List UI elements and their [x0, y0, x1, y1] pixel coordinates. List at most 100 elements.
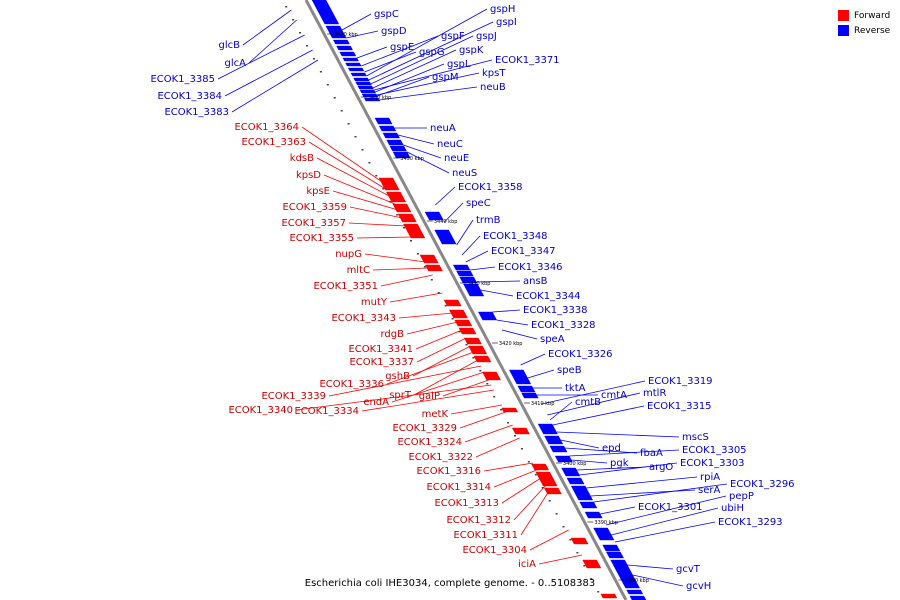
forward-gene-feature[interactable] — [403, 223, 423, 233]
reverse-gene-feature[interactable] — [459, 276, 478, 284]
reverse-gene-feature[interactable] — [350, 72, 367, 77]
reverse-gene-label[interactable]: epd — [602, 443, 621, 454]
forward-gene-label[interactable]: galP — [419, 391, 440, 402]
forward-gene-label[interactable]: endA — [363, 397, 389, 408]
reverse-gene-feature[interactable] — [593, 527, 615, 541]
reverse-gene-label[interactable]: neuS — [452, 168, 477, 179]
forward-gene-label[interactable]: ECOK1_3311 — [453, 530, 518, 541]
reverse-gene-feature[interactable] — [378, 125, 397, 132]
reverse-gene-label[interactable]: gcvH — [686, 581, 711, 592]
forward-gene-label[interactable]: mltC — [347, 265, 370, 276]
forward-gene-label[interactable]: ECOK1_3363 — [241, 137, 306, 148]
reverse-gene-label[interactable]: cmtA — [601, 390, 627, 401]
reverse-gene-label[interactable]: ECOK1_3303 — [680, 458, 745, 469]
reverse-gene-feature[interactable] — [610, 559, 629, 567]
forward-gene-label[interactable]: ECOK1_3341 — [348, 344, 413, 355]
reverse-gene-feature[interactable] — [347, 67, 365, 72]
forward-gene-label[interactable]: kpsE — [306, 186, 330, 197]
reverse-gene-label[interactable]: glcB — [219, 40, 241, 51]
forward-gene-feature[interactable] — [407, 231, 426, 239]
reverse-gene-label[interactable]: ECOK1_3293 — [718, 517, 783, 528]
reverse-gene-feature[interactable] — [521, 392, 539, 399]
forward-gene-feature[interactable] — [501, 407, 519, 413]
reverse-gene-feature[interactable] — [386, 139, 404, 146]
reverse-gene-label[interactable]: ECOK1_3358 — [458, 182, 523, 193]
reverse-gene-label[interactable]: ECOK1_3328 — [531, 320, 596, 331]
reverse-gene-feature[interactable] — [629, 595, 647, 600]
reverse-gene-label[interactable]: gspC — [374, 9, 399, 20]
reverse-gene-label[interactable]: gspE — [390, 42, 414, 53]
forward-gene-feature[interactable] — [535, 471, 555, 481]
reverse-gene-label[interactable]: ECOK1_3346 — [498, 262, 563, 273]
reverse-gene-feature[interactable] — [339, 51, 357, 57]
reverse-gene-feature[interactable] — [622, 581, 640, 589]
forward-gene-feature[interactable] — [473, 355, 492, 363]
reverse-gene-feature[interactable] — [424, 211, 444, 221]
forward-gene-label[interactable]: mutY — [361, 297, 388, 308]
forward-gene-feature[interactable] — [449, 309, 468, 319]
reverse-gene-label[interactable]: ECOK1_3385 — [150, 74, 215, 85]
reverse-gene-label[interactable]: glcA — [225, 58, 247, 69]
forward-gene-label[interactable]: ECOK1_3339 — [261, 391, 326, 402]
forward-gene-label[interactable]: ECOK1_3324 — [397, 437, 462, 448]
forward-gene-label[interactable]: ECOK1_3334 — [294, 406, 359, 417]
reverse-gene-feature[interactable] — [311, 0, 332, 11]
forward-gene-label[interactable]: ECOK1_3340 — [228, 405, 293, 416]
reverse-gene-label[interactable]: ECOK1_3305 — [682, 445, 747, 456]
reverse-gene-feature[interactable] — [478, 311, 497, 321]
reverse-gene-label[interactable]: ECOK1_3347 — [491, 246, 556, 257]
reverse-gene-label[interactable]: speB — [557, 365, 582, 376]
forward-gene-label[interactable]: ECOK1_3329 — [392, 423, 457, 434]
reverse-gene-label[interactable]: speC — [466, 198, 491, 209]
forward-gene-label[interactable]: ECOK1_3336 — [319, 379, 384, 390]
forward-gene-feature[interactable] — [443, 299, 462, 307]
reverse-gene-label[interactable]: ECOK1_3319 — [648, 376, 713, 387]
reverse-gene-label[interactable]: argO — [649, 462, 673, 473]
reverse-gene-feature[interactable] — [554, 455, 573, 463]
reverse-gene-feature[interactable] — [389, 145, 407, 152]
reverse-gene-label[interactable]: gspG — [419, 47, 445, 58]
forward-gene-label[interactable]: ECOK1_3337 — [349, 357, 414, 368]
reverse-gene-label[interactable]: gcvT — [676, 564, 701, 575]
reverse-gene-label[interactable]: ECOK1_3296 — [730, 479, 795, 490]
forward-gene-label[interactable]: ECOK1_3312 — [446, 515, 511, 526]
reverse-gene-label[interactable]: pepP — [729, 491, 754, 502]
reverse-gene-feature[interactable] — [382, 132, 400, 139]
reverse-gene-feature[interactable] — [345, 62, 362, 67]
reverse-gene-label[interactable]: cmtB — [575, 397, 601, 408]
forward-gene-feature[interactable] — [511, 427, 530, 435]
forward-gene-label[interactable]: nupG — [335, 249, 362, 260]
reverse-gene-label[interactable]: rpiA — [700, 472, 720, 483]
reverse-gene-label[interactable]: ECOK1_3315 — [647, 401, 712, 412]
reverse-gene-feature[interactable] — [544, 435, 564, 445]
reverse-gene-label[interactable]: gspH — [490, 4, 515, 15]
forward-gene-feature[interactable] — [392, 203, 412, 213]
reverse-gene-label[interactable]: gspL — [447, 59, 471, 70]
reverse-gene-feature[interactable] — [466, 289, 485, 297]
reverse-gene-label[interactable]: pgk — [610, 458, 629, 469]
forward-gene-label[interactable]: ECOK1_3364 — [234, 122, 299, 133]
reverse-gene-feature[interactable] — [509, 369, 532, 385]
forward-gene-feature[interactable] — [419, 254, 439, 264]
forward-gene-label[interactable]: sprT — [389, 390, 412, 401]
reverse-gene-feature[interactable] — [355, 81, 372, 86]
reverse-gene-label[interactable]: ECOK1_3383 — [164, 107, 229, 118]
reverse-gene-label[interactable]: gspK — [459, 45, 484, 56]
reverse-gene-feature[interactable] — [336, 45, 353, 51]
reverse-gene-label[interactable]: ECOK1_3371 — [495, 55, 560, 66]
forward-gene-label[interactable]: rdgB — [381, 329, 405, 340]
forward-gene-label[interactable]: iciA — [518, 559, 536, 570]
forward-gene-feature[interactable] — [543, 487, 562, 495]
reverse-gene-label[interactable]: ECOK1_3326 — [548, 349, 613, 360]
reverse-gene-label[interactable]: speA — [540, 334, 565, 345]
reverse-gene-feature[interactable] — [434, 229, 457, 245]
reverse-gene-feature[interactable] — [561, 467, 581, 477]
forward-gene-label[interactable]: ECOK1_3355 — [289, 233, 354, 244]
reverse-gene-feature[interactable] — [579, 501, 598, 509]
forward-gene-label[interactable]: ECOK1_3322 — [408, 452, 473, 463]
reverse-gene-label[interactable]: ansB — [523, 276, 548, 287]
reverse-gene-label[interactable]: neuC — [437, 139, 463, 150]
forward-gene-label[interactable]: kdsB — [290, 153, 314, 164]
forward-gene-label[interactable]: kpsD — [296, 170, 321, 181]
reverse-gene-feature[interactable] — [333, 39, 350, 45]
